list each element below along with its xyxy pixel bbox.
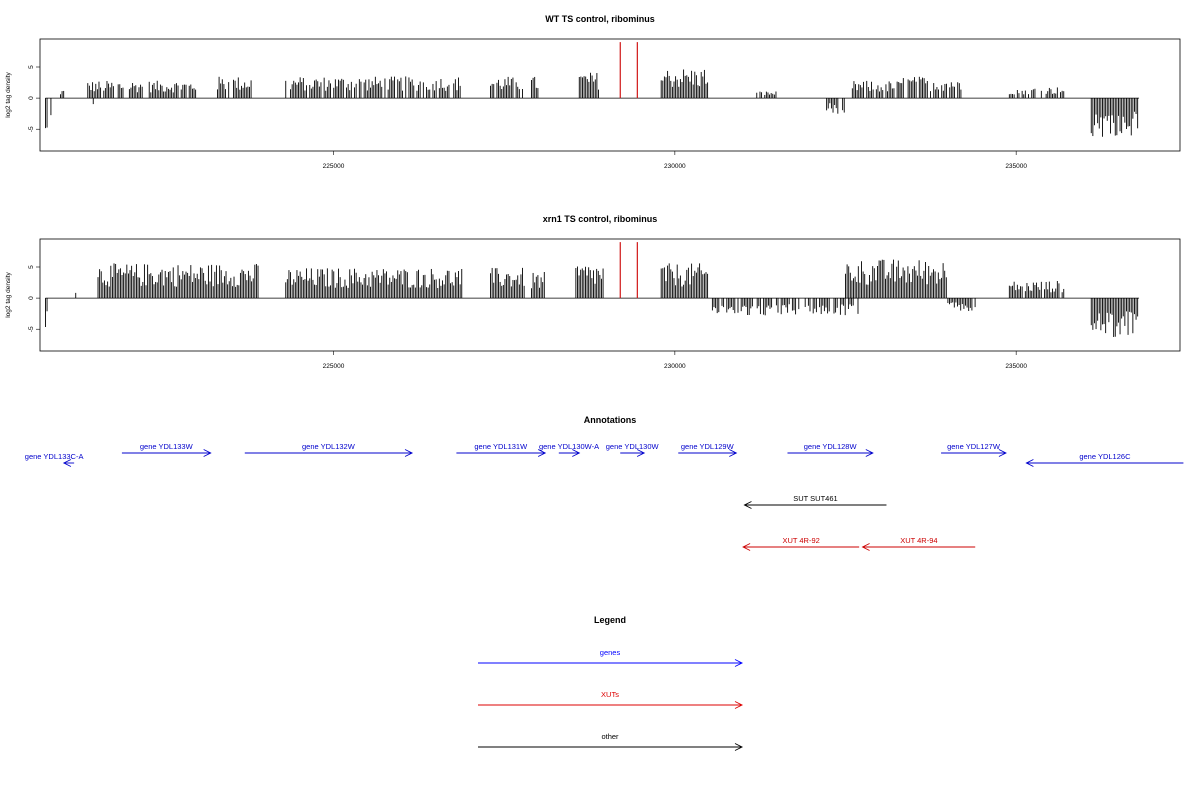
x-tick-label: 225000 xyxy=(323,363,345,370)
annotation-label: gene YDL131W xyxy=(474,442,528,451)
annotation-label: gene YDL127W xyxy=(947,442,1001,451)
annotation-label: SUT SUT461 xyxy=(793,494,837,503)
annotation-label: XUT 4R-94 xyxy=(900,536,937,545)
x-tick-label: 230000 xyxy=(664,363,686,370)
x-tick-label: 235000 xyxy=(1005,163,1027,170)
annotation-feature: XUT 4R-92 xyxy=(742,536,860,551)
y-tick-label: 5 xyxy=(28,265,35,269)
wt-coverage-panel: WT TS control, ribominus -5 0 5 log2 tag den… xyxy=(5,14,1181,170)
y-axis-label: log2 tag density xyxy=(5,71,12,117)
annotation-label: gene YDL126C xyxy=(1079,452,1131,461)
x-tick-label: 225000 xyxy=(323,163,345,170)
legend-title: Legend xyxy=(594,615,626,625)
annotations-panel: Annotations gene YDL133C-A gene YDL133W gen… xyxy=(25,415,1184,551)
xrn1-coverage-panel: xrn1 TS control, ribominus -5 0 5 log2 tag d… xyxy=(5,214,1181,370)
legend-item: genes xyxy=(478,648,744,667)
annotations-title: Annotations xyxy=(584,415,637,425)
legend-item: other xyxy=(478,732,744,751)
plot-frame xyxy=(39,238,1181,352)
legend-label: other xyxy=(601,732,619,741)
plot-frame xyxy=(39,38,1181,152)
annotation-label: XUT 4R-92 xyxy=(782,536,819,545)
annotation-label: gene YDL128W xyxy=(804,442,858,451)
y-axis-label: log2 tag density xyxy=(5,271,12,317)
x-tick-label: 235000 xyxy=(1005,363,1027,370)
annotation-feature: gene YDL128W xyxy=(787,442,874,457)
legend-label: XUTs xyxy=(601,690,619,699)
y-tick-label: -5 xyxy=(28,126,35,132)
x-tick-label: 230000 xyxy=(664,163,686,170)
legend-item: XUTs xyxy=(478,690,744,709)
annotation-feature: gene YDL127W xyxy=(941,442,1007,457)
annotation-feature: SUT SUT461 xyxy=(743,494,887,509)
annotation-feature: gene YDL133C-A xyxy=(25,452,84,467)
annotation-label: gene YDL133C-A xyxy=(25,452,84,461)
y-tick-label: 0 xyxy=(28,96,35,100)
y-tick-label: 0 xyxy=(28,296,35,300)
annotation-feature: gene YDL133W xyxy=(121,442,212,457)
legend-label: genes xyxy=(600,648,621,657)
y-tick-label: -5 xyxy=(28,326,35,332)
y-tick-label: 5 xyxy=(28,65,35,69)
annotation-feature: gene YDL132W xyxy=(244,442,414,457)
annotation-label: gene YDL132W xyxy=(302,442,356,451)
annotation-feature: gene YDL130W-A xyxy=(539,442,599,457)
annotation-label: gene YDL130W-A xyxy=(539,442,599,451)
annotation-label: gene YDL129W xyxy=(681,442,735,451)
annotation-label: gene YDL133W xyxy=(140,442,194,451)
chart-title: WT TS control, ribominus xyxy=(545,14,655,24)
annotation-feature: gene YDL126C xyxy=(1025,452,1184,467)
legend-panel: Legend genes XUTs other xyxy=(478,615,744,751)
annotation-feature: gene YDL130W xyxy=(606,442,660,457)
annotation-feature: XUT 4R-94 xyxy=(861,536,976,551)
annotation-label: gene YDL130W xyxy=(606,442,660,451)
annotation-feature: gene YDL129W xyxy=(678,442,738,457)
chart-title: xrn1 TS control, ribominus xyxy=(543,214,658,224)
annotation-feature: gene YDL131W xyxy=(456,442,547,457)
